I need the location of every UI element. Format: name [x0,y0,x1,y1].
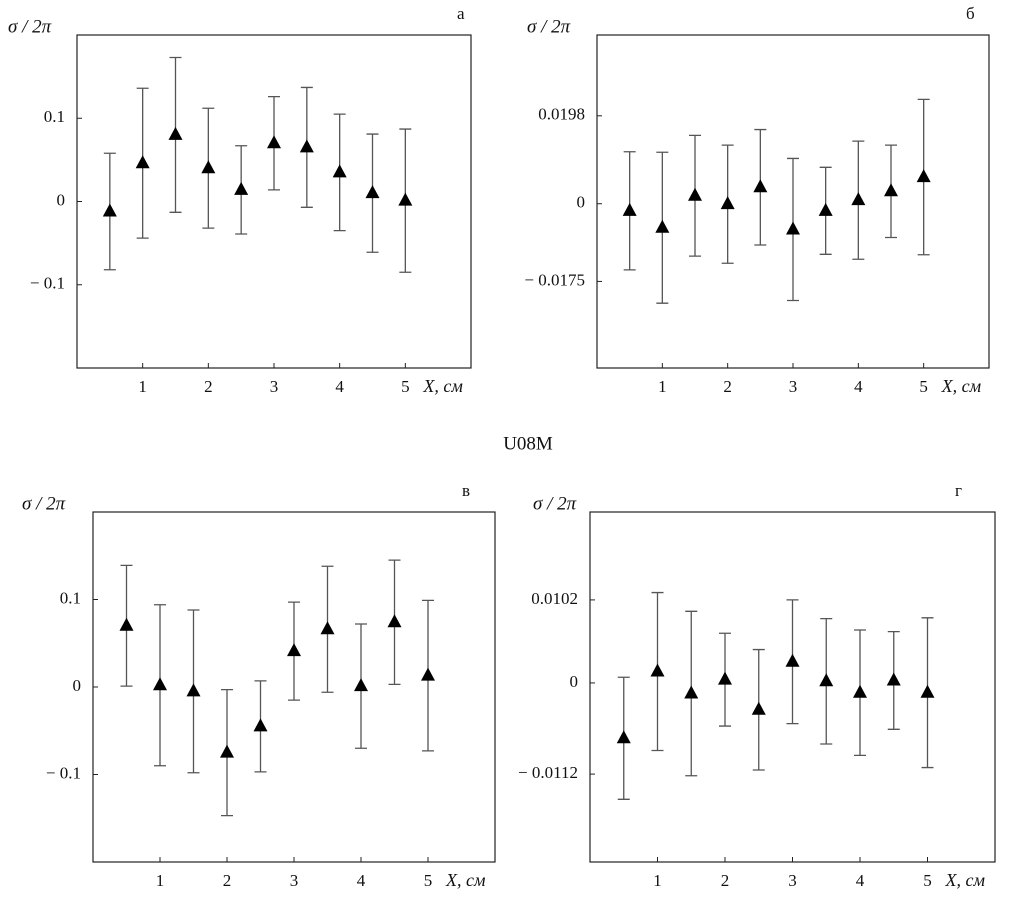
x-axis-label: X, см [445,870,486,890]
y-tick-label: − 0.0175 [524,270,585,289]
marker [616,730,631,744]
x-tick-label: 3 [788,871,797,890]
x-tick-label: 2 [723,377,732,396]
x-tick-label: 4 [856,871,865,890]
marker [119,617,134,631]
marker [916,169,931,183]
x-tick-label: 5 [401,377,410,396]
marker [220,744,234,758]
marker [365,185,380,199]
marker [354,678,368,692]
marker [718,671,732,685]
marker [920,684,935,698]
marker [853,684,867,698]
panel-label: а [457,4,465,23]
x-tick-label: 1 [138,377,147,396]
marker [650,663,665,677]
marker [267,135,281,149]
marker [655,219,670,233]
x-tick-label: 3 [290,871,299,890]
panel-label: в [462,481,470,500]
marker [786,221,800,235]
y-tick-label: 0 [570,672,579,691]
x-tick-label: 4 [335,377,344,396]
y-axis-label: σ / 2π [22,493,66,514]
x-axis-label: X, см [422,376,463,396]
y-tick-label: 0 [73,676,82,695]
x-tick-label: 1 [653,871,662,890]
y-tick-label: 0 [57,190,66,209]
y-axis-label: σ / 2π [527,16,571,37]
y-tick-label: − 0.1 [46,763,81,782]
marker [234,181,249,195]
x-tick-label: 3 [789,377,798,396]
x-tick-label: 4 [357,871,366,890]
marker [884,183,898,197]
marker [886,672,901,686]
y-tick-label: 0.0102 [531,589,578,608]
y-tick-label: − 0.1 [30,274,65,293]
x-tick-label: 1 [658,377,667,396]
marker [135,155,150,169]
marker [102,203,117,217]
x-tick-label: 5 [424,871,433,890]
marker [751,701,766,715]
marker [753,179,768,193]
marker [387,614,402,628]
x-axis-label: X, см [945,870,986,890]
marker [819,673,834,687]
marker [421,667,435,681]
marker [168,126,183,140]
marker [201,160,216,174]
y-axis-label: σ / 2π [533,493,577,514]
marker [851,192,866,206]
x-tick-label: 2 [204,377,213,396]
y-tick-label: 0 [577,193,586,212]
x-axis-label: X, см [941,376,982,396]
plot-frame [76,34,472,369]
y-tick-label: − 0.0112 [518,763,578,782]
y-tick-label: 0.0198 [538,105,585,124]
marker [622,202,637,216]
marker [287,643,301,657]
panel-label: г [955,481,962,500]
marker [320,621,335,635]
x-tick-label: 2 [223,871,232,890]
marker [186,683,201,697]
x-tick-label: 5 [919,377,928,396]
x-tick-label: 3 [270,377,279,396]
marker [720,196,735,210]
panel-label: б [966,4,975,23]
y-axis-label: σ / 2π [8,16,52,37]
marker [818,202,833,216]
marker [398,192,413,206]
y-tick-label: 0.1 [44,107,65,126]
x-tick-label: 1 [156,871,165,890]
marker [332,164,347,178]
caption: U08M [503,433,553,454]
marker [688,187,702,201]
marker [785,653,800,667]
y-tick-label: 0.1 [60,588,81,607]
marker [253,718,268,732]
x-tick-label: 5 [923,871,932,890]
x-tick-label: 2 [721,871,730,890]
marker [153,677,167,691]
marker [684,685,699,699]
marker [299,139,314,153]
x-tick-label: 4 [854,377,863,396]
